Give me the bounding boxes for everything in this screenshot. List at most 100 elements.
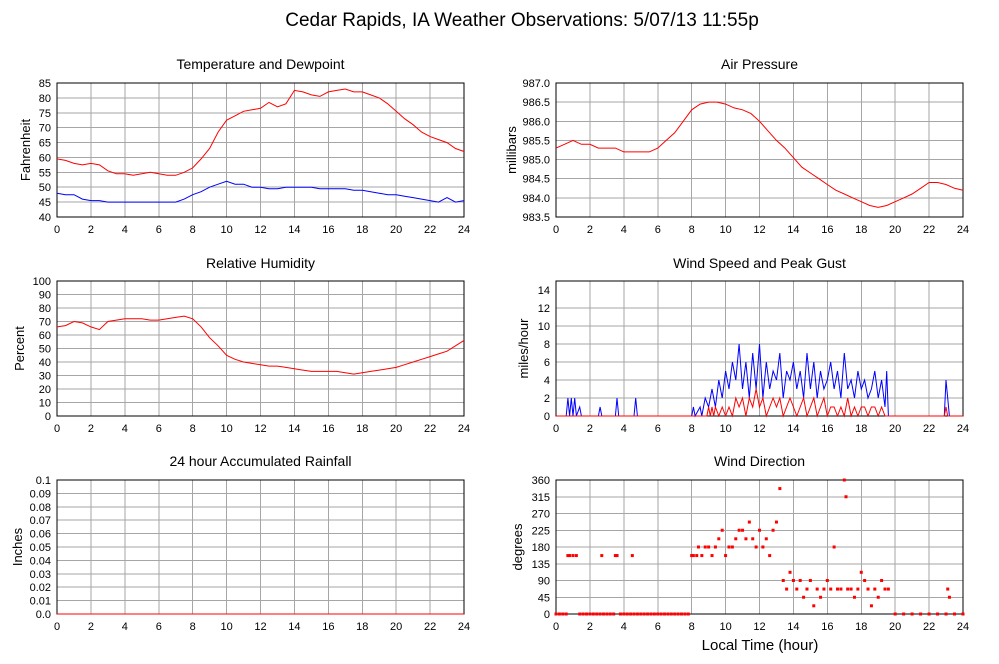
y-tick-label: 315: [532, 492, 550, 504]
data-point: [703, 545, 707, 549]
y-tick-label: 45: [39, 197, 51, 209]
plot-border: [555, 280, 964, 417]
x-tick-label: 20: [889, 423, 901, 435]
x-tick-label: 18: [855, 621, 867, 633]
data-point: [886, 587, 890, 591]
data-point: [902, 612, 906, 616]
x-tick-label: 14: [787, 423, 799, 435]
y-tick-label: 30: [39, 371, 51, 383]
data-point: [679, 612, 683, 616]
x-tick-label: 6: [156, 423, 162, 435]
data-point: [829, 587, 833, 591]
x-tick-label: 14: [787, 224, 799, 236]
x-tick-label: 6: [655, 423, 661, 435]
x-tick-label: 0: [553, 621, 559, 633]
x-tick-label: 4: [621, 224, 627, 236]
x-tick-label: 24: [957, 621, 969, 633]
x-tick-label: 10: [719, 621, 731, 633]
y-tick-label: 75: [39, 108, 51, 120]
data-point: [622, 612, 626, 616]
plot-border: [56, 280, 465, 417]
data-point: [666, 612, 670, 616]
y-tick-label: 0.06: [30, 529, 51, 541]
x-tick-label: 12: [753, 224, 765, 236]
chart-title: Temperature and Dewpoint: [176, 56, 344, 72]
data-point: [927, 612, 931, 616]
y-tick-label: 225: [532, 525, 550, 537]
y-tick-label: 90: [39, 290, 51, 302]
data-point: [880, 579, 884, 582]
data-point: [608, 612, 612, 616]
data-point: [683, 612, 687, 616]
data-point: [659, 612, 663, 616]
x-tick-label: 18: [356, 621, 368, 633]
x-tick-label: 24: [458, 621, 470, 633]
x-tick-label: 2: [88, 621, 94, 633]
x-tick-label: 12: [753, 423, 765, 435]
x-tick-label: 22: [424, 621, 436, 633]
page-title: Cedar Rapids, IA Weather Observations: 5…: [285, 10, 759, 31]
data-point: [605, 612, 609, 616]
x-tick-label: 0: [553, 423, 559, 435]
data-point: [646, 612, 650, 616]
data-point: [601, 612, 605, 616]
data-point: [629, 612, 633, 616]
y-tick-label: 50: [39, 182, 51, 194]
x-tick-label: 22: [424, 423, 436, 435]
plot-border: [555, 479, 964, 615]
data-point: [561, 612, 565, 616]
y-tick-label: 987.0: [522, 78, 550, 90]
y-tick-label: 80: [39, 93, 51, 105]
data-point: [947, 595, 951, 599]
data-point: [859, 570, 863, 574]
data-point: [808, 579, 812, 582]
data-point: [676, 612, 680, 616]
data-point: [961, 612, 965, 616]
x-tick-label: 18: [356, 224, 368, 236]
data-point: [625, 612, 629, 616]
y-tick-label: 55: [39, 167, 51, 179]
y-tick-label: 984.0: [522, 193, 550, 205]
series-line: [556, 388, 963, 418]
data-point: [815, 587, 819, 591]
y-tick-label: 985.5: [522, 135, 550, 147]
data-point: [842, 478, 846, 482]
data-point: [839, 587, 843, 591]
x-tick-label: 8: [190, 224, 196, 236]
x-tick-label: 4: [621, 423, 627, 435]
y-tick-label: 2: [544, 393, 550, 405]
y-tick-label: 60: [39, 152, 51, 164]
data-point: [630, 554, 634, 558]
y-axis-label: degrees: [510, 523, 525, 570]
data-point: [737, 528, 741, 532]
data-point: [720, 528, 724, 532]
data-point: [639, 612, 643, 616]
data-point: [785, 587, 789, 591]
x-tick-label: 12: [753, 621, 765, 633]
data-point: [734, 537, 738, 541]
data-point: [581, 612, 585, 616]
x-tick-label: 0: [553, 224, 559, 236]
series-line: [56, 315, 465, 375]
data-point: [866, 587, 870, 591]
data-point: [588, 612, 592, 616]
x-tick-label: 10: [719, 423, 731, 435]
x-tick-label: 8: [689, 621, 695, 633]
data-point: [730, 545, 734, 549]
data-point: [566, 554, 570, 558]
y-tick-label: 85: [39, 78, 51, 90]
data-point: [778, 487, 782, 491]
y-tick-label: 0.04: [30, 555, 51, 567]
data-point: [919, 612, 923, 616]
x-tick-label: 20: [889, 224, 901, 236]
y-tick-label: 360: [532, 475, 550, 487]
series-line: [56, 180, 465, 203]
x-tick-label: 8: [190, 423, 196, 435]
x-tick-label: 6: [655, 224, 661, 236]
data-point: [598, 612, 602, 616]
